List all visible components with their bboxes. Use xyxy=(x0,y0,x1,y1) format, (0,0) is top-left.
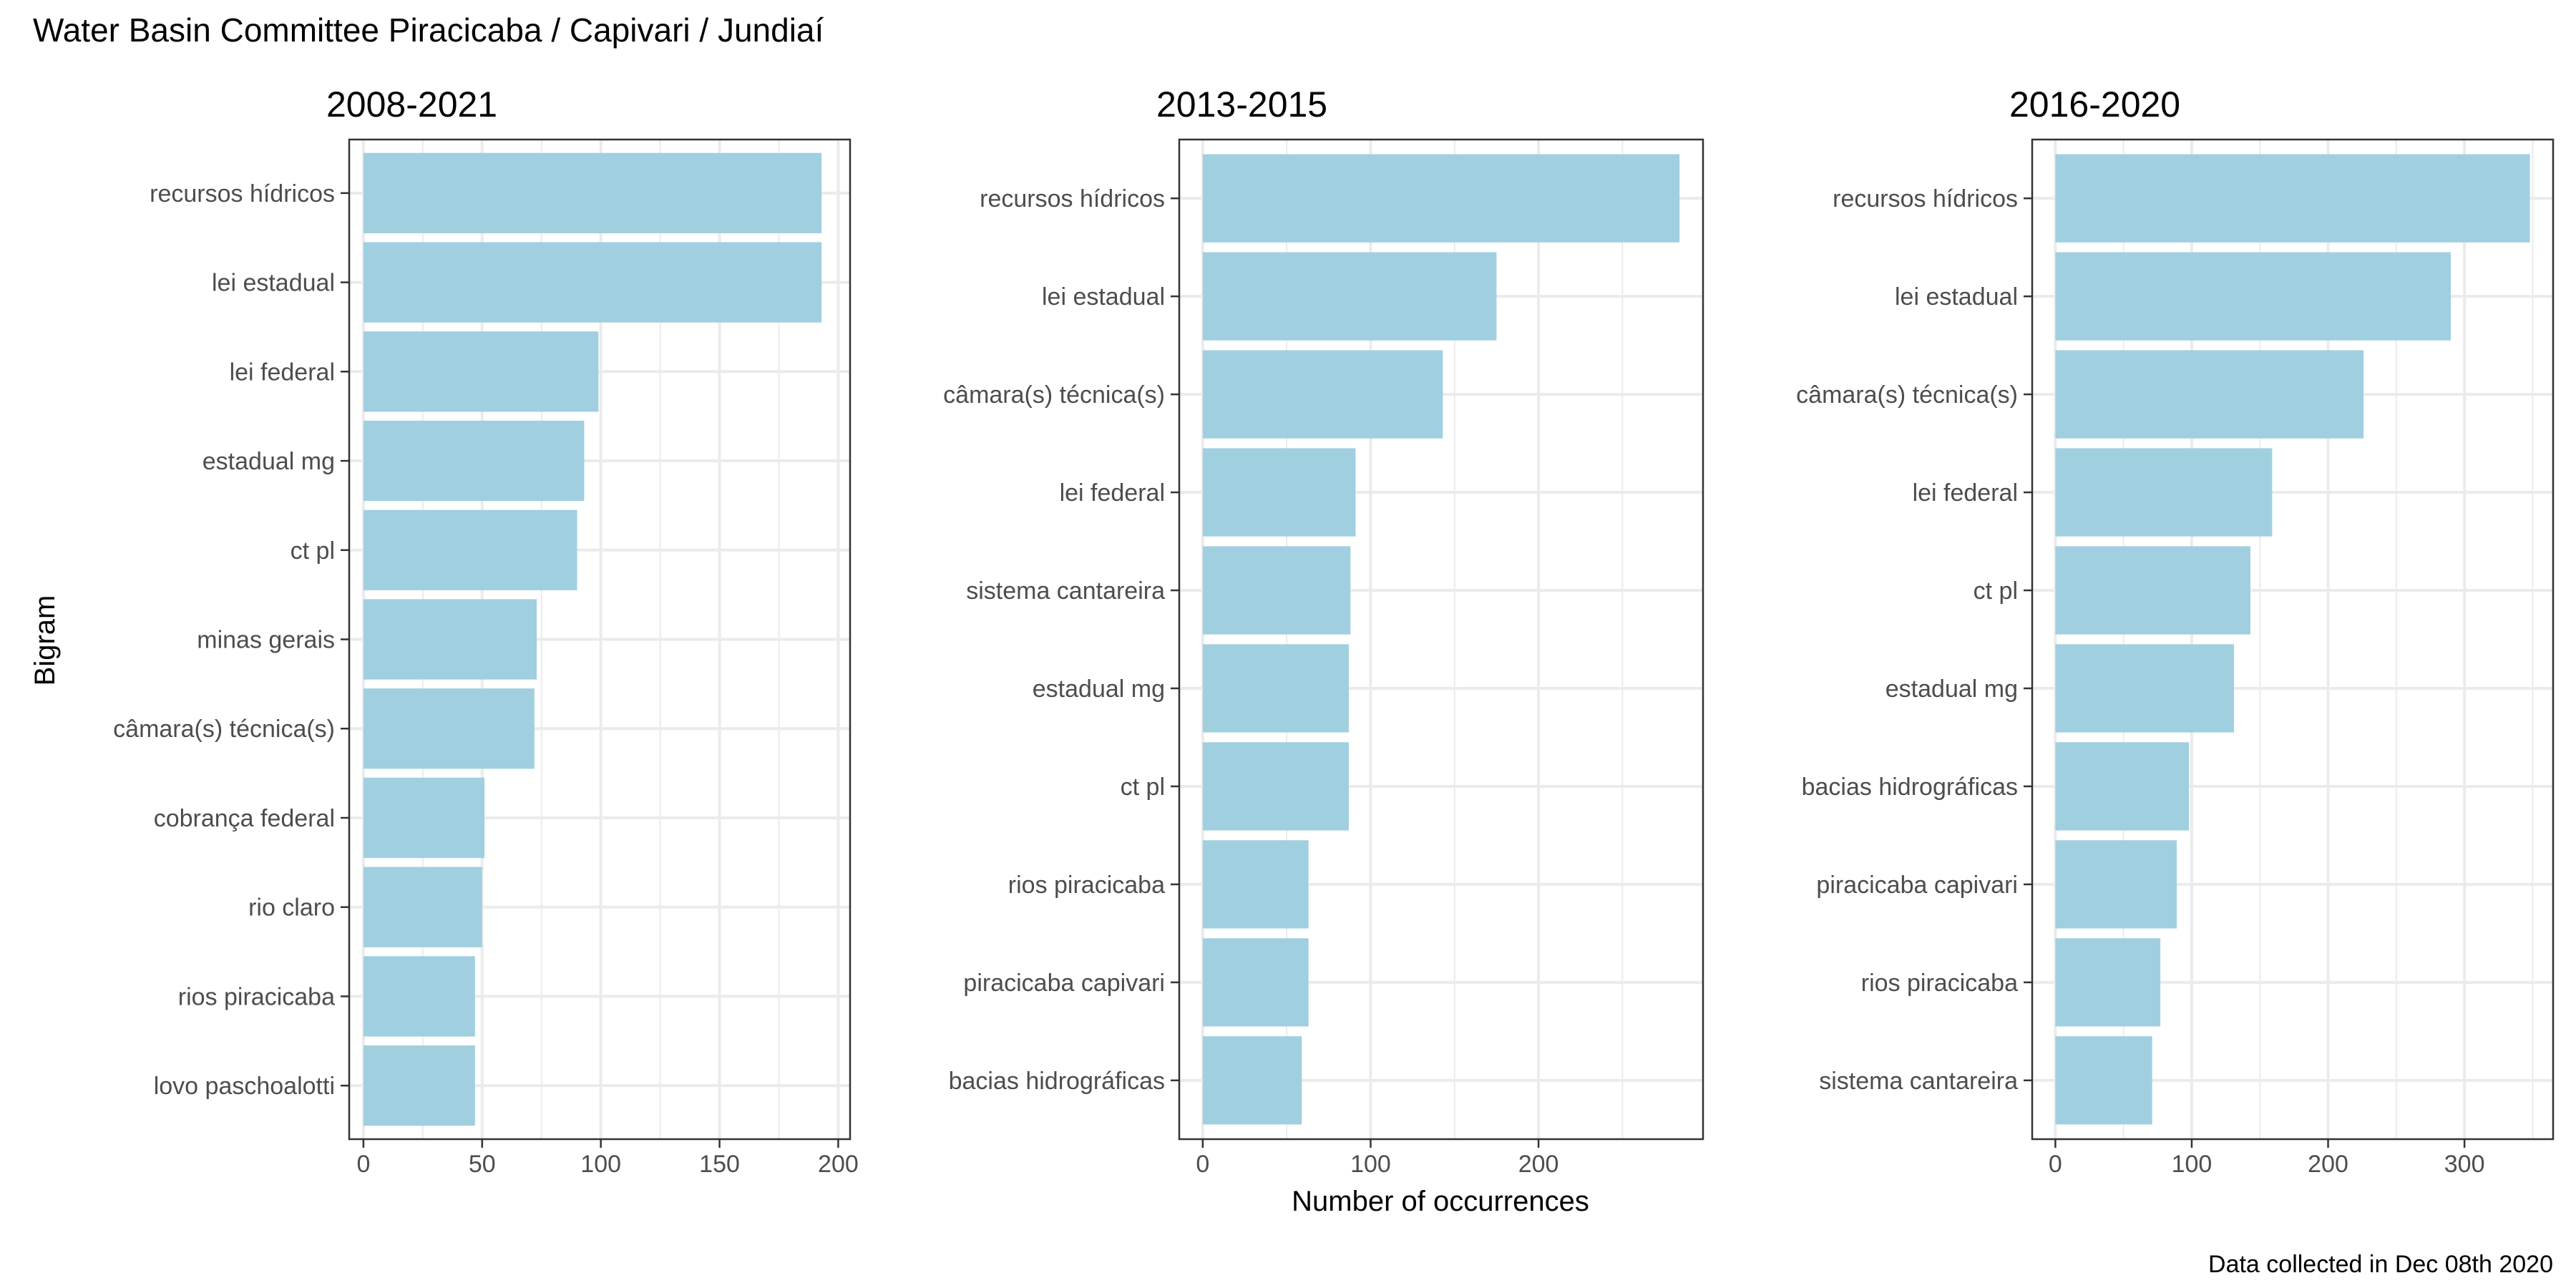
y-tick-label: estadual mg xyxy=(203,448,335,475)
y-tick-label: piracicaba capivari xyxy=(963,970,1165,997)
panel-title: 2016-2020 xyxy=(2009,84,2180,125)
x-tick-label: 0 xyxy=(2049,1151,2062,1178)
y-tick-label: sistema cantareira xyxy=(966,577,1165,605)
bar xyxy=(363,956,475,1037)
panel-border xyxy=(2031,138,2555,1141)
bar xyxy=(363,152,822,233)
panel-title: 2013-2015 xyxy=(1156,84,1327,125)
y-tick-label: câmara(s) técnica(s) xyxy=(1796,381,2018,409)
y-tick-label: rios piracicaba xyxy=(1861,970,2018,997)
panel-border xyxy=(1178,138,1704,1141)
x-tick-label: 150 xyxy=(699,1151,740,1178)
bar xyxy=(2055,644,2235,733)
y-tick-label: estadual mg xyxy=(1885,675,2018,703)
caption: Data collected in Dec 08th 2020 xyxy=(2208,1251,2553,1278)
y-tick-label: sistema cantareira xyxy=(1819,1068,2018,1095)
bar xyxy=(1202,938,1309,1027)
y-tick-label: recursos hídricos xyxy=(150,180,335,208)
panel-1: 2008-2021 recursos hídricos lei estadual le… xyxy=(113,84,859,1178)
y-tick-label: rio claro xyxy=(248,894,335,922)
bar xyxy=(363,867,482,947)
bar xyxy=(1202,252,1497,341)
y-tick-label: minas gerais xyxy=(197,627,335,654)
bar xyxy=(1202,448,1356,537)
y-tick-label: lei estadual xyxy=(212,270,335,297)
bar xyxy=(2055,742,2190,831)
x-axis-label: Number of occurrences xyxy=(1292,1186,1589,1217)
bar xyxy=(1202,154,1680,243)
y-tick-label: lei estadual xyxy=(1042,283,1165,311)
panel-title: 2008-2021 xyxy=(326,84,497,125)
y-tick-label: lovo paschoalotti xyxy=(154,1073,335,1100)
y-tick-label: ct pl xyxy=(291,537,335,565)
bar xyxy=(2055,350,2364,439)
bar xyxy=(363,509,577,590)
y-tick-label: lei federal xyxy=(1060,479,1165,507)
bar xyxy=(2055,448,2273,537)
x-tick-label: 200 xyxy=(2308,1151,2348,1178)
bar xyxy=(1202,546,1351,635)
bar xyxy=(363,1045,475,1126)
bar xyxy=(2055,840,2177,929)
panels: 2008-2021 recursos hídricos lei estadual le… xyxy=(113,84,2555,1178)
y-tick-label: lei estadual xyxy=(1895,283,2018,311)
y-tick-label: câmara(s) técnica(s) xyxy=(943,381,1165,409)
x-tick-label: 0 xyxy=(1196,1151,1209,1178)
bar xyxy=(363,688,535,769)
panel-3: 2016-2020 recursos hídricos lei estadual câ… xyxy=(1796,84,2555,1178)
y-tick-label: recursos hídricos xyxy=(980,185,1165,213)
x-tick-label: 0 xyxy=(356,1151,370,1178)
y-tick-label: cobrança federal xyxy=(154,805,335,832)
panel-2: 2013-2015 recursos hídricos lei estadual câ… xyxy=(943,84,1704,1178)
y-tick-label: bacias hidrográficas xyxy=(1802,774,2018,801)
y-tick-label: recursos hídricos xyxy=(1833,185,2018,213)
y-tick-label: estadual mg xyxy=(1033,675,1165,703)
y-tick-label: piracicaba capivari xyxy=(1816,872,2018,899)
x-tick-label: 50 xyxy=(469,1151,496,1178)
x-tick-label: 100 xyxy=(580,1151,621,1178)
bar xyxy=(1202,644,1349,733)
y-tick-label: câmara(s) técnica(s) xyxy=(113,716,335,743)
bar xyxy=(363,777,485,859)
bar xyxy=(363,331,599,412)
bar xyxy=(1202,1036,1302,1125)
bar xyxy=(1202,742,1349,831)
x-tick-label: 100 xyxy=(2172,1151,2212,1178)
bar xyxy=(363,242,822,323)
y-tick-label: lei federal xyxy=(1913,479,2018,507)
bar xyxy=(2055,154,2530,243)
y-tick-label: rios piracicaba xyxy=(1008,872,1165,899)
bar xyxy=(1202,840,1309,929)
y-tick-label: ct pl xyxy=(1974,577,2018,605)
y-tick-label: ct pl xyxy=(1121,774,1165,801)
bar xyxy=(2055,252,2451,341)
bar xyxy=(2055,938,2161,1027)
bar xyxy=(363,599,537,680)
y-tick-label: bacias hidrográficas xyxy=(949,1068,1165,1095)
x-tick-label: 100 xyxy=(1350,1151,1391,1178)
x-tick-label: 300 xyxy=(2444,1151,2485,1178)
bar xyxy=(2055,1036,2152,1125)
y-axis-label: Bigram xyxy=(29,595,61,686)
bar xyxy=(363,420,585,502)
x-tick-label: 200 xyxy=(818,1151,859,1178)
x-tick-label: 200 xyxy=(1518,1151,1559,1178)
y-tick-label: lei federal xyxy=(230,358,335,386)
bar xyxy=(2055,546,2250,635)
bar xyxy=(1202,350,1443,439)
figure-title: Water Basin Committee Piracicaba / Capiv… xyxy=(33,11,824,49)
y-tick-label: rios piracicaba xyxy=(178,983,335,1010)
